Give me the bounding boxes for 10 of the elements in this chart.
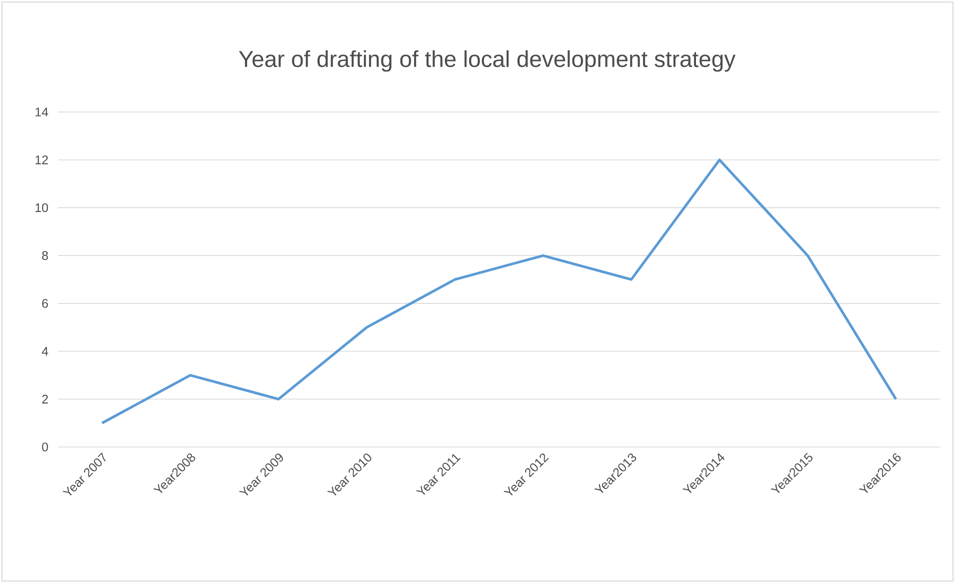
y-tick-label: 6 <box>42 299 48 308</box>
y-tick-label: 12 <box>36 156 48 164</box>
line-series <box>100 158 898 424</box>
y-tick-label: 0 <box>42 442 48 452</box>
y-tick-label: 10 <box>36 203 48 212</box>
chart-title: Year of drafting of the local development strategy <box>238 50 736 72</box>
y-tick-label: 8 <box>42 251 48 260</box>
y-tick-label: 14 <box>36 108 48 116</box>
y-tick-label: 2 <box>42 394 48 404</box>
y-tick-label: 4 <box>42 347 48 356</box>
